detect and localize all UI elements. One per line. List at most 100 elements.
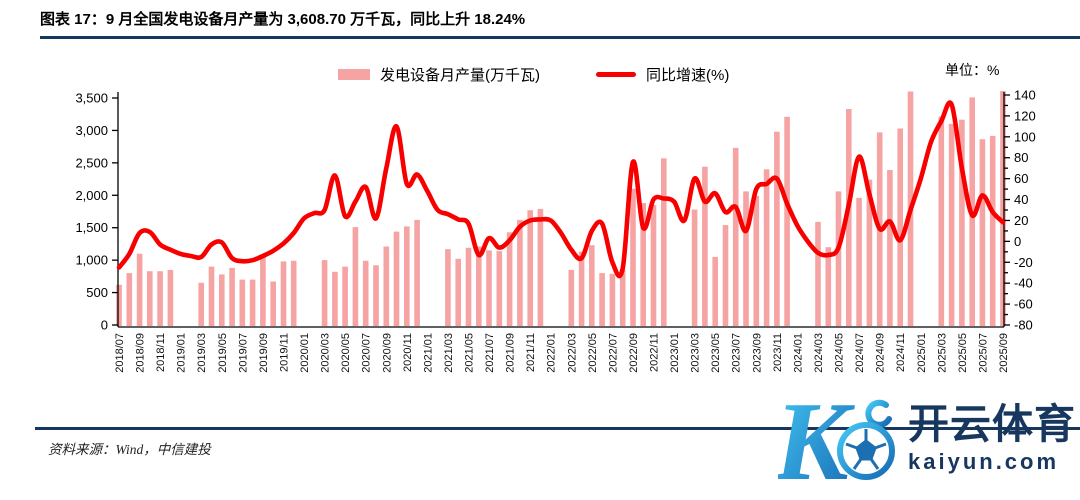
bar-2018/08 [126, 273, 133, 326]
bar-2021/12 [537, 208, 544, 326]
x-tick-2024/09: 2024/09 [875, 333, 887, 373]
x-tick-2022/09: 2022/09 [628, 333, 640, 373]
left-tick-3,000: 3,000 [75, 123, 108, 138]
bar-2019/12 [290, 260, 297, 326]
bar-2022/06 [599, 273, 605, 326]
bar-2021/04 [455, 258, 461, 326]
left-tick-1,500: 1,500 [75, 220, 108, 235]
bar-2023/12 [784, 116, 790, 326]
bar-2019/04 [208, 266, 215, 326]
left-tick-2,000: 2,000 [75, 188, 108, 203]
x-tick-2020/07: 2020/07 [361, 333, 373, 373]
right-tick-0: 0 [1014, 234, 1021, 249]
bar-2025/05 [959, 119, 965, 326]
x-axis-labels: 2018/07 2018/09 2018/11 2019/01 2019/03 2019/… [114, 333, 1010, 373]
bar-2024/03 [815, 221, 821, 326]
x-tick-2025/01: 2025/01 [916, 333, 928, 373]
x-tick-2023/11: 2023/11 [772, 333, 784, 372]
right-tick--60: -60 [1014, 297, 1033, 312]
x-tick-2021/03: 2021/03 [443, 333, 455, 373]
bar-2024/11 [897, 128, 903, 326]
bar-2020/09 [383, 246, 390, 326]
bar-2023/05 [712, 256, 718, 326]
bottom-rule [35, 427, 1080, 430]
right-tick-100: 100 [1014, 129, 1036, 144]
bar-2020/12 [414, 219, 420, 326]
x-tick-2021/07: 2021/07 [484, 333, 496, 373]
bar-2021/03 [445, 249, 451, 326]
x-tick-2023/09: 2023/09 [751, 333, 763, 373]
x-tick-2022/05: 2022/05 [587, 333, 599, 373]
x-tick-2019/11: 2019/11 [278, 333, 290, 372]
x-tick-2022/11: 2022/11 [649, 333, 661, 372]
right-tick--40: -40 [1014, 276, 1033, 291]
x-tick-2020/09: 2020/09 [381, 333, 393, 373]
bar-2019/11 [280, 261, 287, 326]
top-rule [40, 36, 1080, 39]
bar-2023/06 [722, 225, 729, 326]
bar-2018/12 [167, 269, 174, 326]
x-tick-2018/09: 2018/09 [135, 333, 147, 373]
x-tick-2020/01: 2020/01 [299, 333, 311, 373]
bar-2019/07 [239, 279, 246, 326]
x-tick-2021/05: 2021/05 [463, 333, 475, 373]
x-tick-2019/07: 2019/07 [237, 333, 249, 373]
right-tick-80: 80 [1014, 150, 1028, 165]
right-tick-60: 60 [1014, 171, 1028, 186]
bar-2021/11 [527, 210, 533, 326]
bar-2023/08 [743, 191, 749, 326]
bar-2020/04 [332, 271, 338, 326]
watermark: K 开云体育 kaiyun.com [778, 380, 1080, 498]
x-tick-2023/01: 2023/01 [669, 333, 681, 373]
right-tick-140: 140 [1014, 88, 1036, 103]
right-tick-20: 20 [1014, 213, 1028, 228]
x-tick-2020/05: 2020/05 [340, 333, 352, 373]
left-tick-1,000: 1,000 [75, 253, 108, 268]
line-series-label: 同比增速(%) [646, 67, 730, 84]
x-tick-2020/11: 2020/11 [402, 333, 414, 372]
watermark-brand-cn: 开云体育 [908, 401, 1076, 448]
watermark-swirl [865, 399, 892, 428]
bar-2021/07 [486, 250, 492, 326]
yoy-growth-line [116, 100, 1006, 279]
x-tick-2018/07: 2018/07 [114, 333, 126, 373]
x-tick-2024/11: 2024/11 [895, 333, 907, 372]
x-tick-2022/01: 2022/01 [546, 333, 558, 373]
line-series-swatch [596, 72, 636, 77]
figure-title: 图表 17：9 月全国发电设备月产量为 3,608.70 万千瓦，同比上升 18… [40, 11, 526, 28]
watermark-domain: kaiyun.com [908, 448, 1060, 474]
bar-2023/10 [763, 169, 770, 326]
chart-legend: 发电设备月产量(万千瓦) 同比增速(%) [338, 64, 729, 85]
bar-2018/10 [147, 271, 153, 326]
bar-2022/07 [609, 273, 616, 326]
right-tick--20: -20 [1014, 255, 1033, 270]
bar-2021/08 [496, 251, 503, 326]
x-tick-2025/07: 2025/07 [977, 333, 989, 373]
x-tick-2024/07: 2024/07 [854, 333, 866, 373]
soccer-ball-seams [845, 429, 887, 470]
x-tick-2023/07: 2023/07 [731, 333, 743, 373]
left-tick-2,500: 2,500 [75, 155, 108, 170]
bar-2022/11 [650, 205, 657, 326]
bar-2018/07 [116, 284, 122, 326]
bar-2024/10 [887, 170, 893, 326]
bar-2023/07 [732, 147, 739, 326]
right-axis-unit-label: 单位：% [945, 62, 1000, 78]
bar-2019/10 [270, 281, 276, 326]
x-tick-2021/01: 2021/01 [422, 333, 434, 373]
bar-2025/09 [1000, 91, 1006, 326]
x-tick-2019/09: 2019/09 [258, 333, 270, 373]
bar-2019/03 [198, 282, 204, 326]
bar-2024/05 [835, 191, 842, 326]
bar-2020/06 [352, 227, 359, 326]
x-tick-2025/05: 2025/05 [957, 333, 969, 373]
bar-2025/07 [979, 139, 986, 326]
bar-2021/09 [506, 232, 513, 326]
bar-2025/04 [948, 123, 955, 327]
bar-2020/05 [342, 266, 348, 326]
watermark-logo: K [778, 383, 895, 495]
bar-2023/11 [774, 131, 780, 326]
bar-2024/06 [846, 109, 852, 326]
x-tick-2024/03: 2024/03 [813, 333, 825, 373]
